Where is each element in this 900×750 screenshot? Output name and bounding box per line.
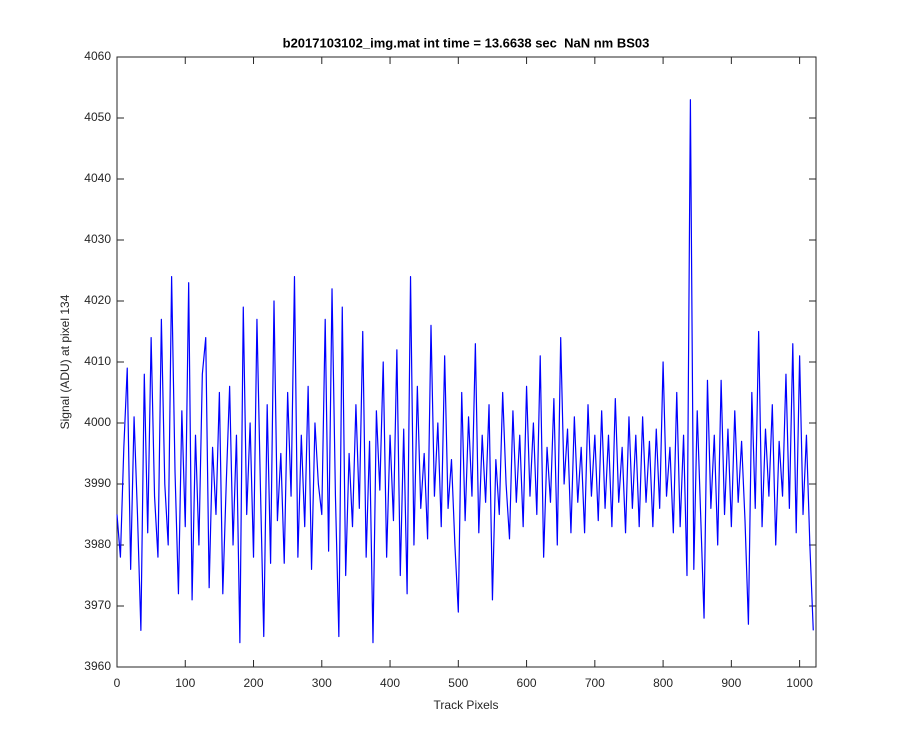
y-tick-label: 4050 (84, 110, 111, 124)
x-tick-label: 600 (517, 676, 537, 690)
y-tick-label: 4020 (84, 293, 111, 307)
chart-title: b2017103102_img.mat int time = 13.6638 s… (283, 35, 650, 50)
y-tick-label: 4010 (84, 354, 111, 368)
x-tick-label: 500 (448, 676, 468, 690)
x-axis-label: Track Pixels (434, 698, 499, 712)
data-line (116, 99, 814, 644)
y-tick-label: 4060 (84, 49, 111, 63)
y-tick-label: 3960 (84, 659, 111, 673)
y-tick-label: 3980 (84, 537, 111, 551)
x-tick-label: 400 (380, 676, 400, 690)
x-tick-label: 300 (312, 676, 332, 690)
x-tick-label: 0 (114, 676, 121, 690)
y-tick-label: 3990 (84, 476, 111, 490)
x-tick-label: 700 (585, 676, 605, 690)
y-tick-label: 4000 (84, 415, 111, 429)
y-tick-label: 4030 (84, 232, 111, 246)
y-axis-label: Signal (ADU) at pixel 134 (58, 294, 72, 429)
y-tick-label: 3970 (84, 598, 111, 612)
x-tick-label: 200 (244, 676, 264, 690)
y-tick-label: 4040 (84, 171, 111, 185)
x-tick-label: 900 (721, 676, 741, 690)
x-tick-label: 800 (653, 676, 673, 690)
x-tick-label: 100 (175, 676, 195, 690)
x-tick-label: 1000 (786, 676, 813, 690)
